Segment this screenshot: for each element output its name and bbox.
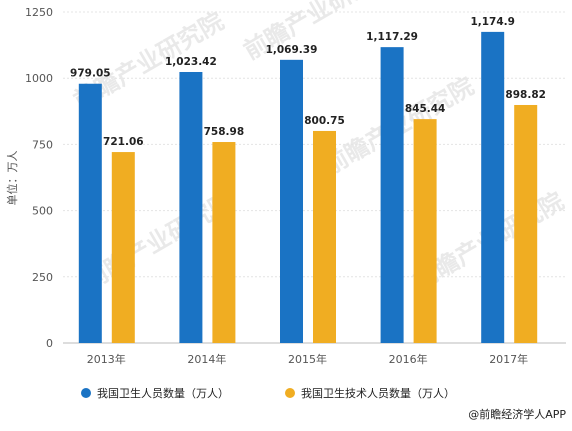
legend-label: 我国卫生技术人员数量（万人） [301, 386, 455, 400]
y-tick-label: 0 [46, 337, 53, 350]
x-tick-label: 2013年 [87, 352, 126, 366]
bar-health-personnel [280, 59, 303, 343]
bar-health-personnel [78, 83, 102, 343]
y-tick-label: 500 [32, 205, 53, 218]
data-label: 979.05 [70, 68, 111, 80]
data-label: 1,117.29 [366, 31, 418, 43]
y-tick-label: 1250 [25, 6, 53, 19]
data-label: 1,069.39 [266, 44, 318, 56]
data-label: 845.44 [405, 103, 446, 115]
legend-marker [285, 388, 295, 398]
x-tick-label: 2015年 [288, 352, 327, 366]
bar-tech-personnel [313, 130, 336, 343]
y-axis-label: 单位：万人 [5, 151, 19, 206]
bar-tech-personnel [413, 119, 437, 343]
source-credit: @前瞻经济学人APP [468, 407, 566, 421]
data-label: 898.82 [505, 89, 546, 101]
data-label: 758.98 [204, 126, 245, 138]
x-tick-label: 2017年 [489, 352, 528, 366]
legend-marker [81, 388, 91, 398]
bar-health-personnel [481, 31, 505, 344]
x-tick-label: 2016年 [389, 352, 428, 366]
data-label: 1,023.42 [165, 56, 217, 68]
x-tick-label: 2014年 [187, 352, 226, 366]
bar-tech-personnel [111, 152, 135, 343]
bar-tech-personnel [514, 104, 538, 343]
bar-tech-personnel [212, 142, 236, 343]
data-label: 721.06 [103, 136, 144, 148]
bar-health-personnel [179, 71, 203, 343]
y-tick-label: 1000 [25, 72, 53, 85]
y-tick-label: 250 [32, 271, 53, 284]
legend-label: 我国卫生人员数量（万人） [97, 386, 229, 400]
y-tick-label: 750 [32, 138, 53, 151]
data-label: 800.75 [304, 115, 345, 127]
data-label: 1,174.9 [470, 16, 515, 28]
bar-health-personnel [380, 47, 404, 344]
